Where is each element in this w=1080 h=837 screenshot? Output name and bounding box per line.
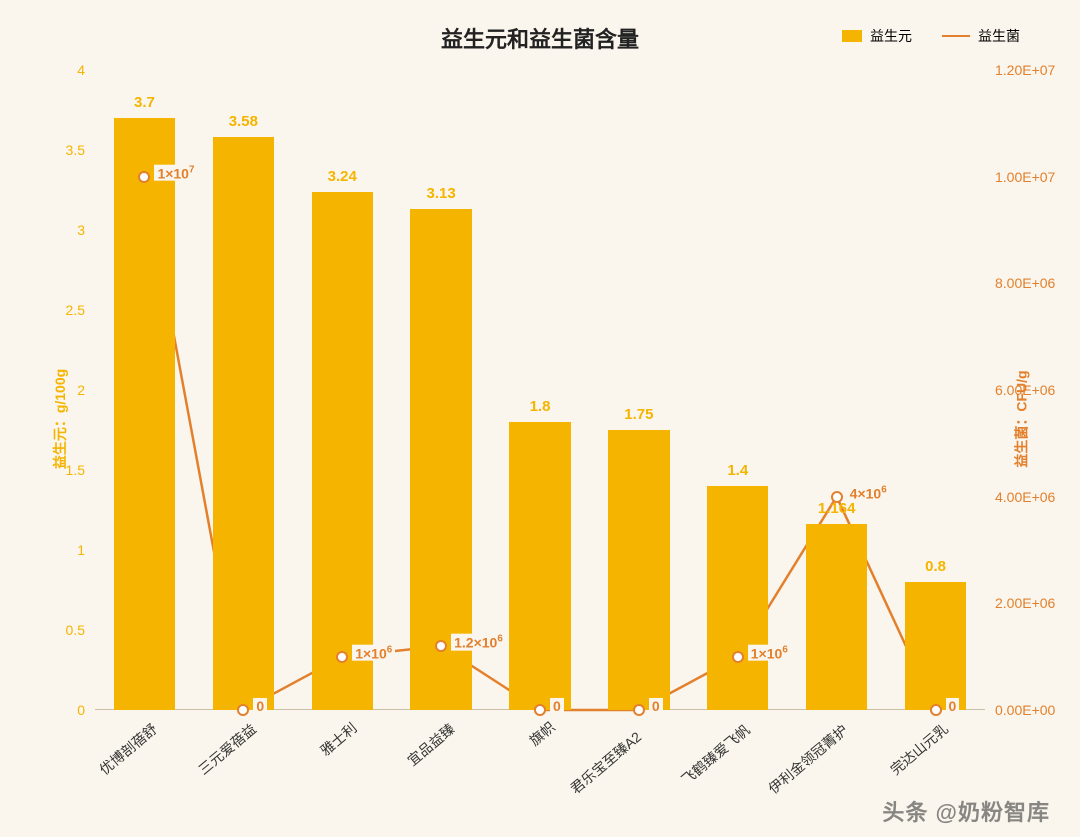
y-left-tick: 3 — [0, 222, 95, 238]
chart-container: 益生元和益生菌含量 益生元 益生菌 益生元：g/100g 益生菌：CFU/g 0… — [0, 0, 1080, 837]
line-value-label: 1×106 — [748, 644, 791, 661]
bar: 3.58 — [213, 137, 274, 710]
x-category-label: 优博剖蓓舒 — [95, 719, 161, 779]
x-category-label: 宜品益臻 — [403, 719, 459, 770]
line-marker — [336, 651, 348, 663]
bar-value-label: 3.24 — [312, 168, 373, 185]
y-right-tick: 6.00E+06 — [985, 382, 1080, 398]
line-value-label: 4×106 — [847, 484, 890, 501]
line-marker — [732, 651, 744, 663]
x-category-label: 飞鹤臻爱飞帆 — [677, 720, 754, 789]
legend-swatch-line — [942, 35, 970, 37]
y-left-tick: 3.5 — [0, 142, 95, 158]
y-left-tick: 1.5 — [0, 462, 95, 478]
legend: 益生元 益生菌 — [842, 26, 1020, 46]
bar-value-label: 1.75 — [608, 406, 669, 423]
x-category-label: 雅士利 — [316, 718, 361, 760]
x-category-label: 旗帜 — [525, 717, 559, 750]
legend-label-bars: 益生元 — [870, 26, 912, 46]
line-value-label: 1×107 — [154, 164, 197, 181]
y-right-axis: 0.00E+002.00E+064.00E+066.00E+068.00E+06… — [985, 70, 1080, 710]
bar-value-label: 1.4 — [707, 462, 768, 479]
y-left-tick: 0.5 — [0, 622, 95, 638]
legend-item-line: 益生菌 — [942, 26, 1020, 46]
y-right-tick: 8.00E+06 — [985, 275, 1080, 291]
x-category-label: 君乐宝至臻A2 — [566, 727, 646, 798]
y-left-tick: 1 — [0, 542, 95, 558]
plot-area: 3.71×1073.5803.241×1063.131.2×1061.801.7… — [95, 70, 985, 710]
bar: 3.24 — [312, 192, 373, 710]
y-left-axis: 00.511.522.533.54 — [0, 70, 95, 710]
legend-item-bars: 益生元 — [842, 26, 912, 46]
y-left-tick: 2 — [0, 382, 95, 398]
line-value-label: 1.2×106 — [451, 634, 506, 651]
x-category-label: 三元爱蓓益 — [194, 719, 260, 779]
bar: 1.75 — [608, 430, 669, 710]
x-category-label: 伊利金领冠菁护 — [764, 720, 852, 798]
bar: 3.7 — [114, 118, 175, 710]
watermark: 头条 @奶粉智库 — [882, 795, 1050, 827]
y-right-tick: 1.20E+07 — [985, 62, 1080, 78]
bar: 1.164 — [806, 524, 867, 710]
bar: 0.8 — [905, 582, 966, 710]
bar-value-label: 3.7 — [114, 94, 175, 111]
legend-swatch-bar — [842, 30, 862, 42]
y-right-tick: 4.00E+06 — [985, 489, 1080, 505]
line-value-label: 1×106 — [352, 644, 395, 661]
bar-value-label: 3.58 — [213, 113, 274, 130]
bar-value-label: 1.8 — [509, 398, 570, 415]
bar: 1.8 — [509, 422, 570, 710]
y-right-tick: 1.00E+07 — [985, 169, 1080, 185]
x-category-label: 完达山元乳 — [886, 719, 952, 779]
legend-label-line: 益生菌 — [978, 26, 1020, 46]
bar-value-label: 0.8 — [905, 558, 966, 575]
line-marker — [831, 491, 843, 503]
y-right-tick: 2.00E+06 — [985, 595, 1080, 611]
y-left-tick: 2.5 — [0, 302, 95, 318]
x-axis-labels: 优博剖蓓舒三元爱蓓益 雅士利宜品益臻 旗帜君乐宝至臻A2 飞鹤臻爱飞帆伊利金领冠菁护完… — [95, 712, 985, 832]
y-right-tick: 0.00E+00 — [985, 702, 1080, 718]
line-marker — [138, 171, 150, 183]
bar: 1.4 — [707, 486, 768, 710]
y-left-tick: 0 — [0, 702, 95, 718]
line-marker — [435, 640, 447, 652]
y-left-tick: 4 — [0, 62, 95, 78]
bar-value-label: 3.13 — [410, 185, 471, 202]
